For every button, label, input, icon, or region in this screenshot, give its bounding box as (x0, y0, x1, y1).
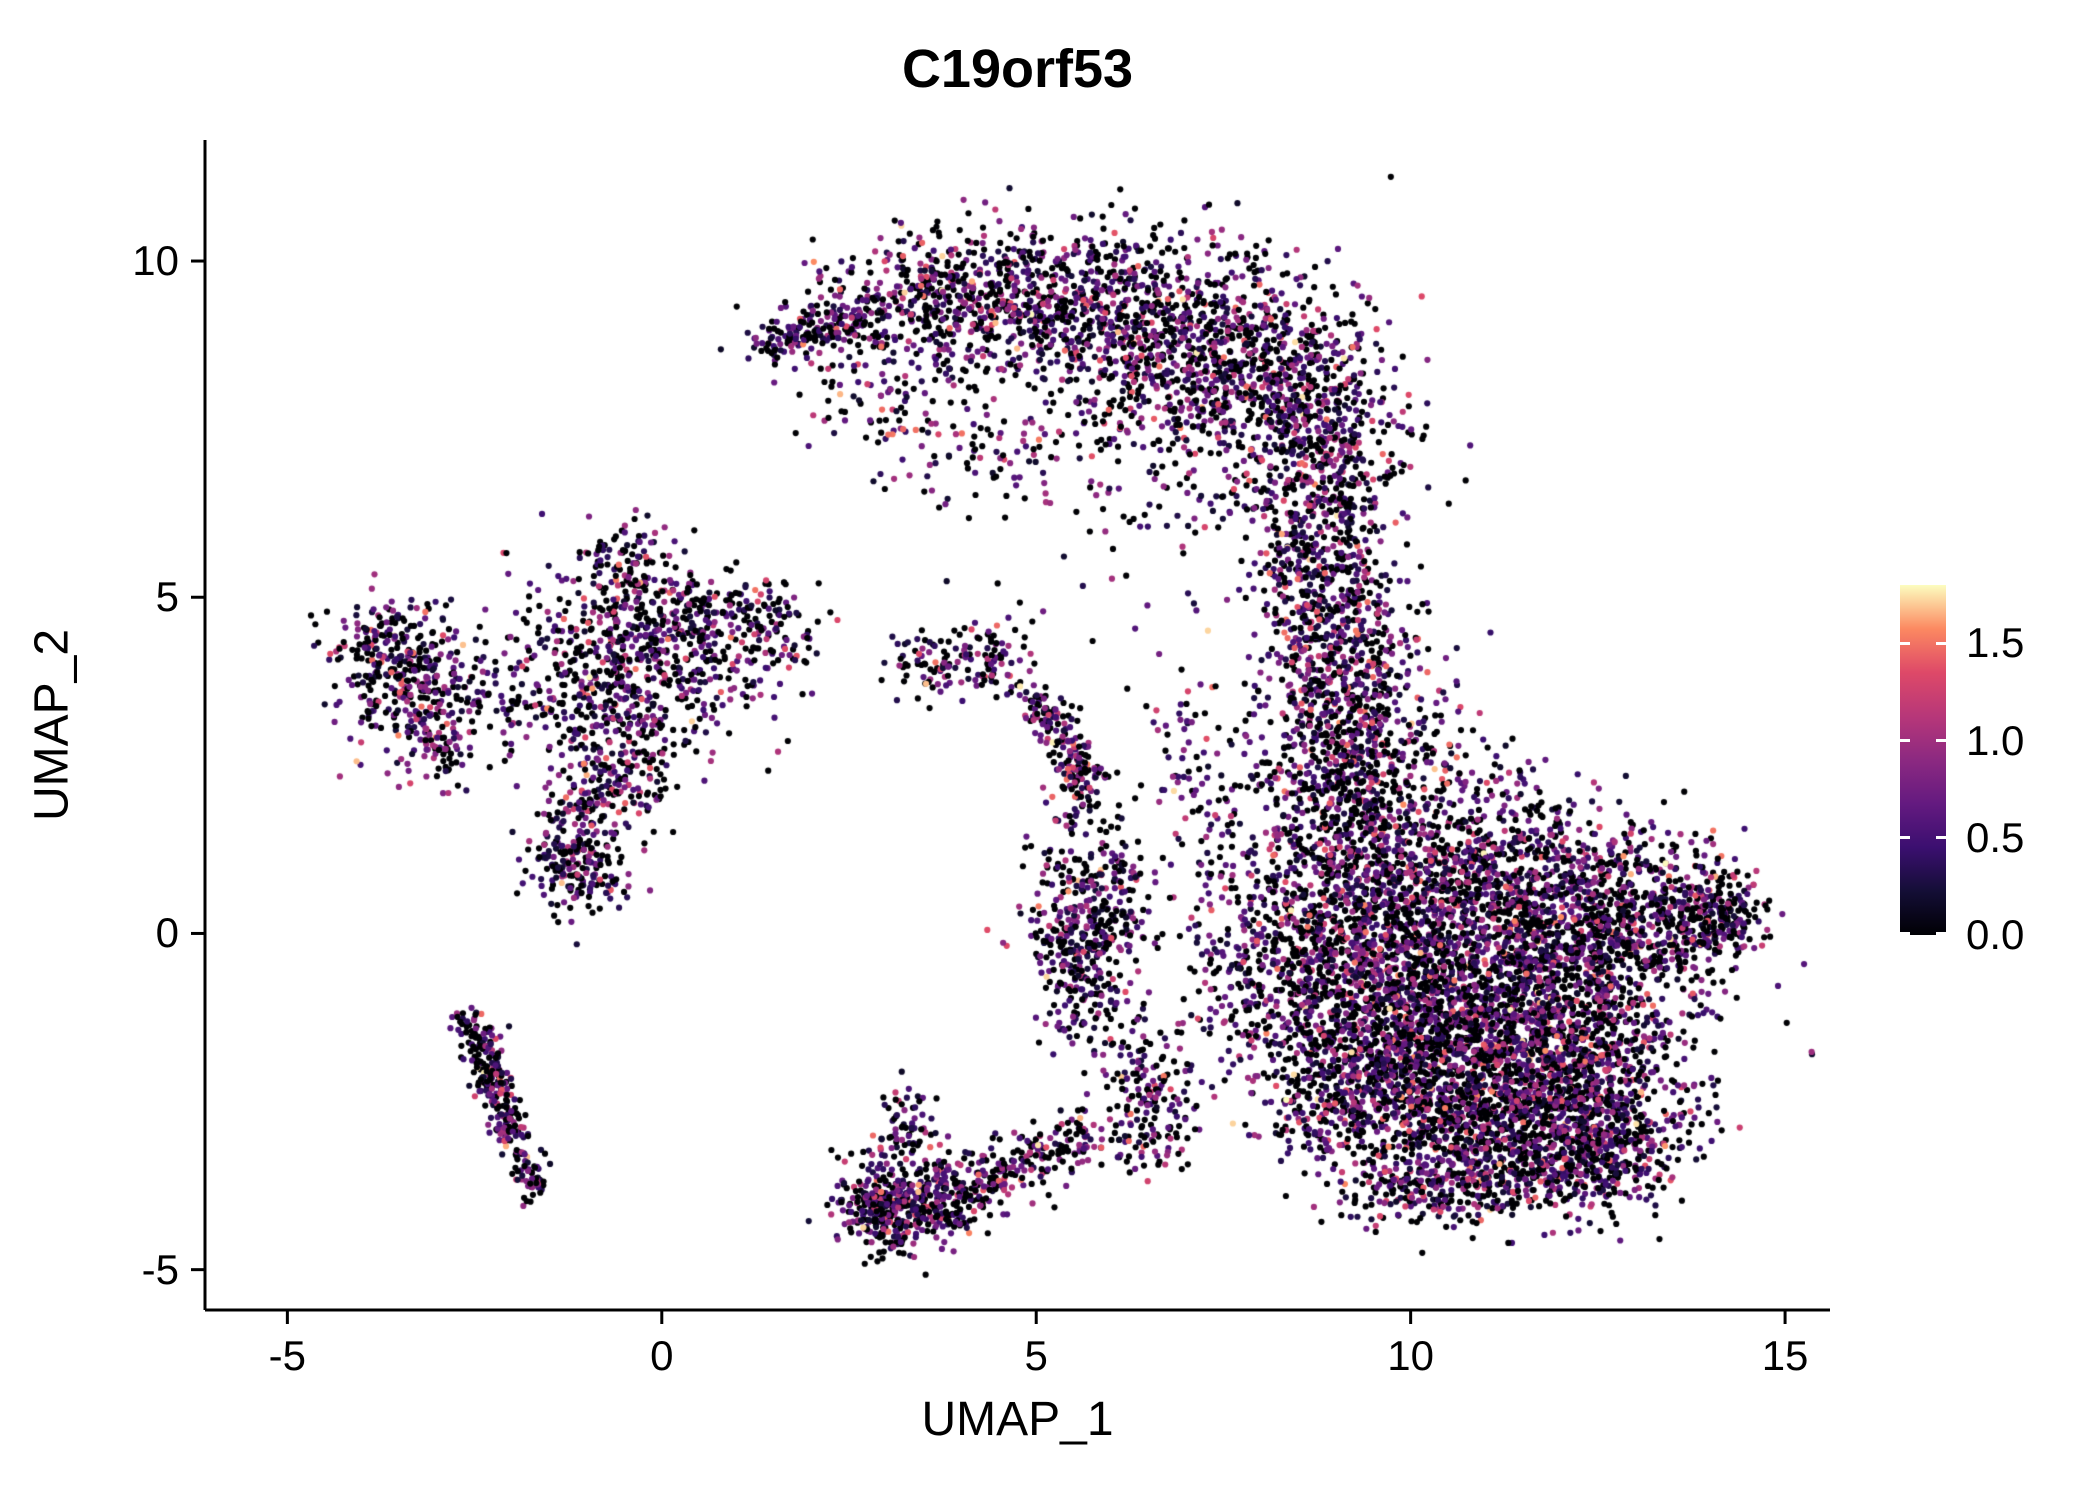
colorbar-tick-mark (1900, 836, 1910, 840)
colorbar-tick-mark (1900, 932, 1910, 935)
colorbar-tick-mark (1936, 932, 1946, 935)
expression-colorbar (1900, 585, 1946, 935)
colorbar-tick-label: 0.5 (1966, 813, 2025, 861)
colorbar-tick-mark (1900, 641, 1910, 645)
y-tick-label: 10 (132, 237, 179, 285)
colorbar-tick-mark (1936, 641, 1946, 645)
y-tick-label: 0 (155, 909, 179, 957)
x-tick-label: 15 (1761, 1332, 1809, 1379)
colorbar-tick-mark (1900, 739, 1910, 743)
y-tick-label: 5 (155, 573, 179, 621)
x-tick-label: 0 (650, 1332, 674, 1379)
chart-title: C19orf53 (901, 39, 1134, 99)
x-tick-label: -5 (268, 1332, 307, 1379)
y-tick-label: -5 (141, 1245, 179, 1293)
colorbar-tick-mark (1936, 739, 1946, 743)
x-tick-label: 5 (1024, 1332, 1048, 1379)
x-axis-title: UMAP_1 (921, 1393, 1114, 1446)
y-axis-title: UMAP_2 (25, 628, 79, 822)
colorbar-tick-label: 1.0 (1966, 716, 2025, 764)
x-tick-label: 10 (1387, 1332, 1434, 1379)
umap-scatter-canvas (205, 140, 1830, 1310)
colorbar-tick-label: 1.5 (1966, 619, 2025, 667)
colorbar-tick-mark (1936, 836, 1946, 840)
colorbar-tick-label: 0.0 (1966, 911, 2025, 958)
